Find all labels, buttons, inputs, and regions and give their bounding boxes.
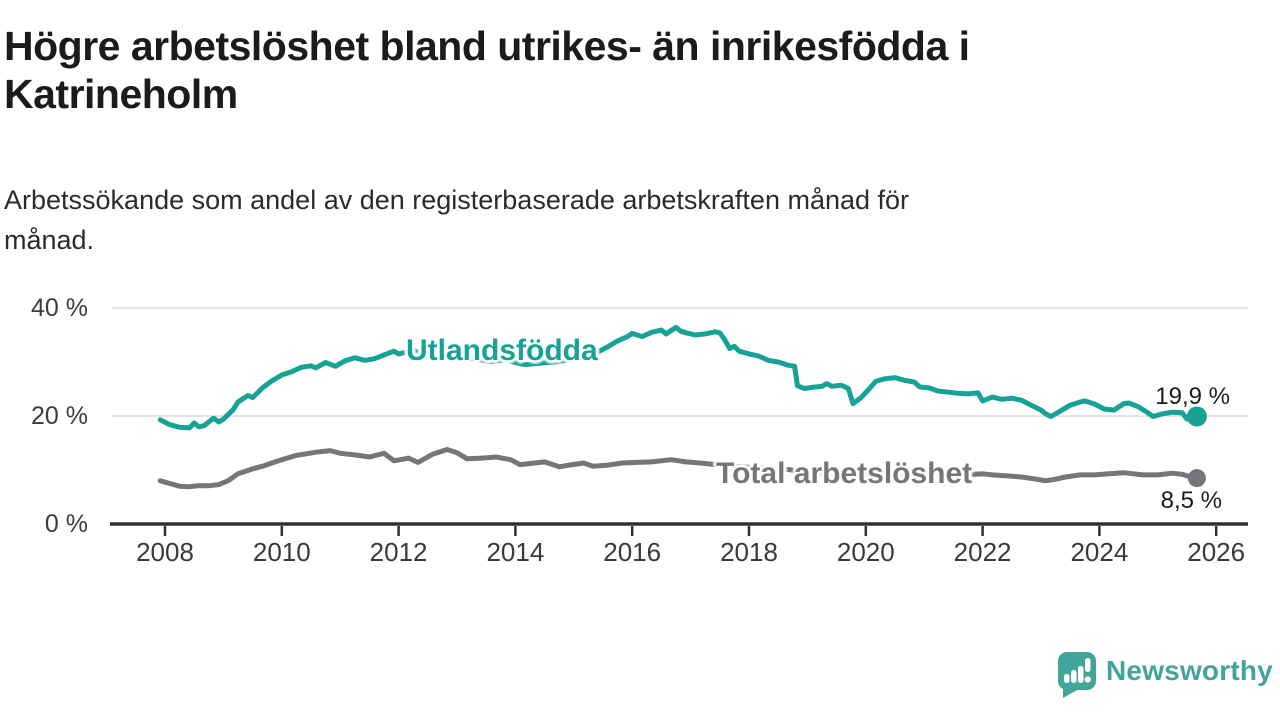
end-value-total-arbetsloshet: 8,5 % [1160, 487, 1222, 514]
y-axis-tick-label: 40 % [31, 294, 88, 322]
x-axis-tick-label: 2018 [720, 537, 778, 567]
x-axis-tick-label: 2020 [836, 537, 895, 567]
newsworthy-logo: Newsworthy [1056, 651, 1280, 699]
x-axis-tick-label: 2014 [486, 537, 545, 567]
chart-subtitle-line-1: Arbetssökande som andel av den registerb… [4, 185, 910, 215]
x-axis-tick-label: 2010 [252, 537, 311, 567]
x-axis-tick-label: 2024 [1070, 537, 1129, 567]
y-axis-tick-label: 0 % [44, 510, 88, 538]
page-title: Högre arbetslöshet bland utrikes- än inr… [4, 22, 970, 118]
newsworthy-logo-text: Newsworthy [1106, 655, 1273, 686]
y-axis-tick-label: 20 % [31, 402, 88, 430]
page-title-line-2: Katrineholm [4, 71, 238, 117]
end-value-utlandsfodda: 19,9 % [1155, 383, 1230, 410]
series-end-dot-0 [1186, 406, 1207, 427]
series-end-dot-1 [1187, 469, 1206, 488]
x-axis-tick-label: 2012 [369, 537, 428, 567]
series-line-1 [157, 447, 1200, 490]
x-axis-tick-label: 2022 [953, 537, 1012, 567]
chart-subtitle: Arbetssökande som andel av den registerb… [4, 180, 909, 260]
series-label-utlandsfodda: Utlandsfödda [406, 334, 598, 367]
chart-subtitle-line-2: månad. [4, 225, 95, 255]
series-label-total-arbetsloshet: Total arbetslöshet [716, 457, 973, 490]
newsworthy-logo-icon [1058, 652, 1096, 698]
x-axis-tick-label: 2008 [136, 537, 194, 567]
x-axis-tick-label: 2016 [603, 537, 662, 567]
page-title-line-1: Högre arbetslöshet bland utrikes- än inr… [4, 23, 970, 69]
x-axis-tick-label: 2026 [1187, 537, 1246, 567]
series-line-0 [157, 324, 1200, 431]
